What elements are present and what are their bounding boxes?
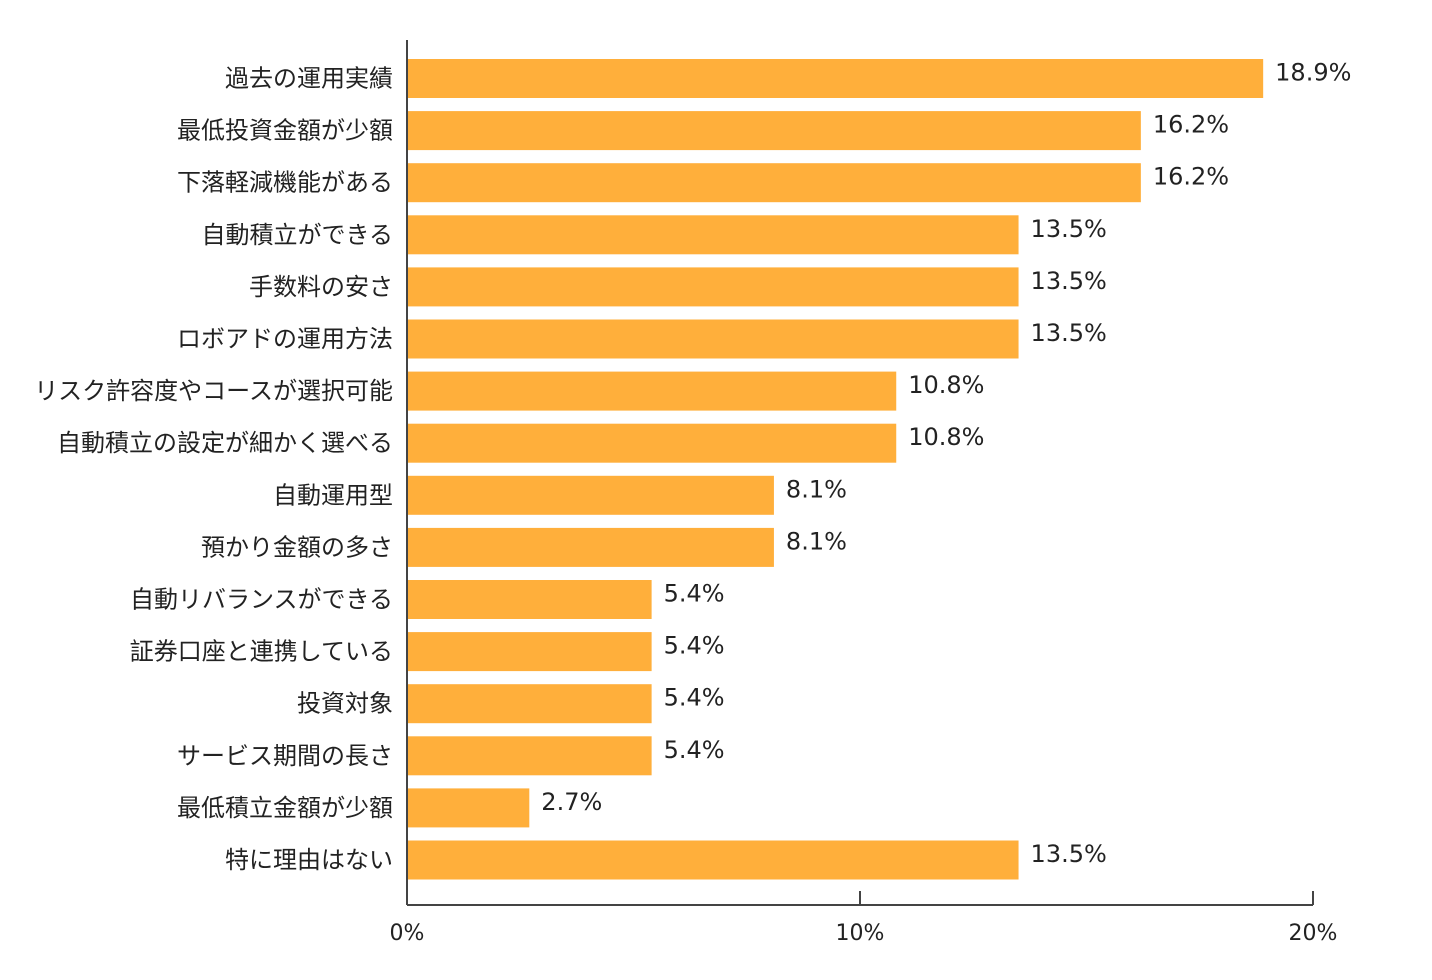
- bar: [408, 840, 1019, 880]
- value-label: 13.5%: [1031, 319, 1107, 347]
- value-label: 5.4%: [664, 736, 725, 764]
- category-label: 自動積立ができる: [201, 221, 393, 249]
- category-label: 過去の運用実績: [225, 65, 393, 93]
- category-label: 預かり金額の多さ: [201, 533, 393, 561]
- bar: [408, 580, 652, 619]
- value-label: 2.7%: [541, 788, 602, 816]
- bars-group: [408, 59, 1264, 880]
- bar: [408, 684, 652, 724]
- value-label: 13.5%: [1031, 267, 1107, 295]
- category-label: 最低投資金額が少額: [177, 117, 393, 145]
- value-label: 10.8%: [908, 371, 984, 399]
- bar: [408, 371, 897, 411]
- bar: [408, 632, 652, 672]
- value-label: 5.4%: [664, 580, 725, 608]
- value-label: 16.2%: [1153, 163, 1229, 191]
- value-label: 16.2%: [1153, 111, 1229, 139]
- value-label: 10.8%: [908, 423, 984, 451]
- value-label: 5.4%: [664, 632, 725, 660]
- x-ticks-group: 0% 10% 20%: [390, 891, 1338, 946]
- bar: [408, 527, 774, 567]
- category-label: 下落軽減機能がある: [177, 169, 393, 197]
- category-label: リスク許容度やコースが選択可能: [34, 377, 393, 405]
- x-tick-label: 0%: [390, 921, 425, 946]
- bar: [408, 111, 1141, 151]
- category-label: 投資対象: [297, 690, 393, 718]
- category-label: 特に理由はない: [225, 846, 393, 874]
- bar: [408, 59, 1264, 98]
- value-label: 18.9%: [1275, 59, 1351, 87]
- x-tick-label: 20%: [1289, 921, 1338, 946]
- category-labels-group: 過去の運用実績最低投資金額が少額下落軽減機能がある自動積立ができる手数料の安さロ…: [34, 65, 393, 875]
- value-label: 8.1%: [786, 475, 847, 503]
- category-label: 最低積立金額が少額: [177, 794, 393, 822]
- bar: [408, 423, 897, 463]
- category-label: 自動運用型: [273, 481, 393, 509]
- value-label: 8.1%: [786, 527, 847, 555]
- category-label: 自動積立の設定が細かく選べる: [57, 429, 393, 457]
- bar: [408, 788, 530, 828]
- bar: [408, 163, 1141, 203]
- x-tick-label: 10%: [836, 921, 885, 946]
- category-label: ロボアドの運用方法: [177, 325, 393, 353]
- category-label: 手数料の安さ: [249, 273, 393, 301]
- value-label: 13.5%: [1031, 840, 1107, 868]
- category-label: サービス期間の長さ: [177, 742, 393, 770]
- bar: [408, 215, 1019, 255]
- value-label: 13.5%: [1031, 215, 1107, 243]
- category-label: 証券口座と連携している: [130, 638, 393, 666]
- bar: [408, 319, 1019, 359]
- value-label: 5.4%: [664, 684, 725, 712]
- category-label: 自動リバランスができる: [130, 586, 393, 614]
- bar: [408, 267, 1019, 307]
- bar: [408, 475, 774, 515]
- value-labels-group: 18.9% 16.2% 16.2% 13.5% 13.5% 13.5% 10.8% 10.8%…: [541, 59, 1351, 869]
- bar: [408, 736, 652, 776]
